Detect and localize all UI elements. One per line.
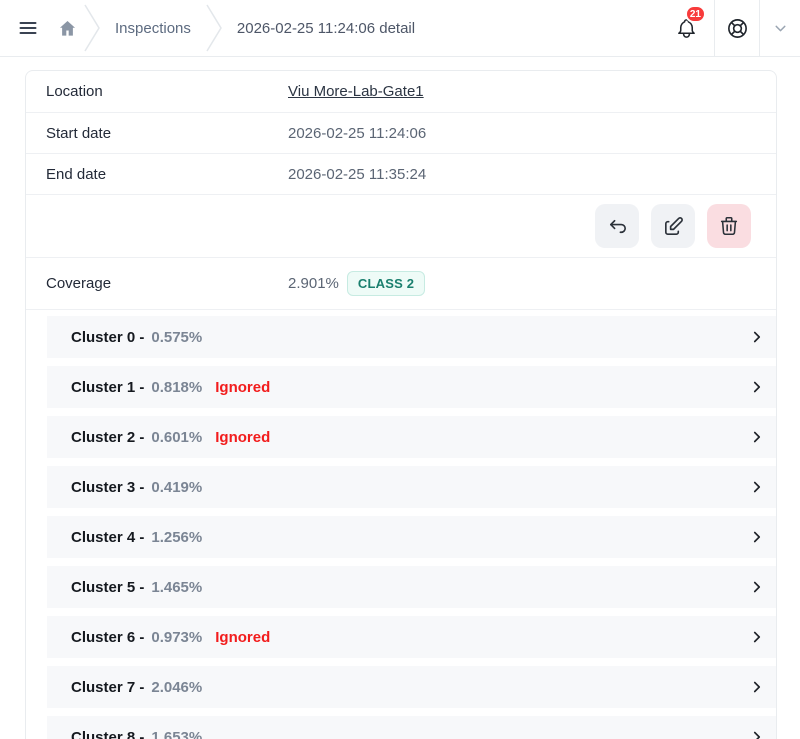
lifebuoy-icon	[726, 17, 749, 40]
main-content: Location Viu More-Lab-Gate1 Start date 2…	[0, 70, 800, 739]
header-divider	[714, 0, 715, 56]
cluster-coverage-value: 1.653%	[151, 728, 203, 739]
cluster-coverage-value: 0.818%	[151, 378, 203, 396]
coverage-value: 2.901%	[288, 275, 339, 292]
home-button[interactable]	[58, 19, 77, 38]
cluster-name: Cluster 4 -	[71, 528, 145, 546]
cluster-row[interactable]: Cluster 1 - 0.818% Ignored	[47, 366, 776, 408]
user-menu-button[interactable]	[760, 0, 800, 56]
breadcrumb-current-page: 2026-02-25 11:24:06 detail	[236, 19, 416, 37]
cluster-coverage-value: 0.601%	[151, 428, 203, 446]
notifications-button[interactable]: 21	[658, 0, 714, 56]
detail-row-label: Location	[46, 83, 103, 100]
chevron-right-icon	[748, 528, 766, 546]
cluster-name: Cluster 2 -	[71, 428, 145, 446]
top-navbar: Inspections 2026-02-25 11:24:06 detail 2…	[0, 0, 800, 57]
cluster-name: Cluster 1 -	[71, 378, 145, 396]
cluster-row[interactable]: Cluster 0 - 0.575%	[47, 316, 776, 358]
detail-row-value: 2026-02-25 11:24:06	[288, 124, 427, 142]
back-button[interactable]	[595, 204, 639, 248]
trash-icon	[718, 215, 740, 237]
chevron-down-icon	[772, 20, 789, 37]
breadcrumb-separator-icon	[201, 3, 227, 53]
home-icon	[58, 19, 77, 38]
detail-row-value[interactable]: Viu More-Lab-Gate1	[288, 83, 424, 100]
cluster-ignored-flag: Ignored	[215, 428, 271, 446]
inspection-detail-card: Location Viu More-Lab-Gate1 Start date 2…	[25, 70, 777, 739]
cluster-list: Cluster 0 - 0.575% Cluster 1 - 0.818% Ig…	[26, 310, 776, 739]
cluster-name: Cluster 8 -	[71, 728, 145, 739]
chevron-right-icon	[748, 678, 766, 696]
cluster-row[interactable]: Cluster 6 - 0.973% Ignored	[47, 616, 776, 658]
cluster-coverage-value: 1.465%	[151, 578, 203, 596]
cluster-row[interactable]: Cluster 5 - 1.465%	[47, 566, 776, 608]
help-button[interactable]	[715, 0, 759, 56]
detail-row-label: Start date	[46, 124, 112, 142]
cluster-row[interactable]: Cluster 7 - 2.046%	[47, 666, 776, 708]
undo-icon	[606, 215, 629, 238]
cluster-name: Cluster 0 -	[71, 328, 145, 346]
chevron-right-icon	[748, 578, 766, 596]
actions-row	[26, 195, 776, 258]
cluster-name: Cluster 7 -	[71, 678, 145, 696]
cluster-name: Cluster 5 -	[71, 578, 145, 596]
cluster-name: Cluster 6 -	[71, 628, 145, 646]
menu-button[interactable]	[14, 14, 42, 42]
cluster-ignored-flag: Ignored	[215, 628, 271, 646]
detail-row-value: 2026-02-25 11:35:24	[288, 165, 427, 183]
breadcrumb-item-inspections[interactable]: Inspections	[115, 19, 191, 37]
cluster-row[interactable]: Cluster 4 - 1.256%	[47, 516, 776, 558]
coverage-class-badge: CLASS 2	[346, 271, 426, 296]
cluster-ignored-flag: Ignored	[215, 378, 271, 396]
cluster-row[interactable]: Cluster 3 - 0.419%	[47, 466, 776, 508]
cluster-coverage-value: 2.046%	[151, 678, 203, 696]
breadcrumb-separator-icon	[79, 3, 105, 53]
chevron-right-icon	[748, 378, 766, 396]
notification-count-badge: 21	[684, 5, 706, 23]
detail-row: End date 2026-02-25 11:35:24	[26, 154, 776, 195]
detail-row: Start date 2026-02-25 11:24:06	[26, 113, 776, 154]
detail-row: Location Viu More-Lab-Gate1	[26, 71, 776, 113]
delete-button[interactable]	[707, 204, 751, 248]
chevron-right-icon	[748, 478, 766, 496]
cluster-row[interactable]: Cluster 8 - 1.653%	[47, 716, 776, 739]
edit-icon	[662, 215, 685, 238]
chevron-right-icon	[748, 328, 766, 346]
cluster-coverage-value: 0.973%	[151, 628, 203, 646]
cluster-coverage-value: 0.575%	[151, 328, 203, 346]
chevron-right-icon	[748, 428, 766, 446]
cluster-row[interactable]: Cluster 2 - 0.601% Ignored	[47, 416, 776, 458]
cluster-coverage-value: 0.419%	[151, 478, 203, 496]
chevron-right-icon	[748, 728, 766, 739]
hamburger-icon	[18, 18, 38, 38]
detail-rows: Location Viu More-Lab-Gate1 Start date 2…	[26, 71, 776, 195]
cluster-name: Cluster 3 -	[71, 478, 145, 496]
chevron-right-icon	[748, 628, 766, 646]
detail-row-label: End date	[46, 165, 107, 183]
edit-button[interactable]	[651, 204, 695, 248]
coverage-row: Coverage 2.901% CLASS 2	[26, 258, 776, 310]
coverage-label: Coverage	[46, 275, 112, 292]
cluster-coverage-value: 1.256%	[151, 528, 203, 546]
topbar-actions: 21	[658, 0, 800, 56]
header-divider	[759, 0, 760, 56]
